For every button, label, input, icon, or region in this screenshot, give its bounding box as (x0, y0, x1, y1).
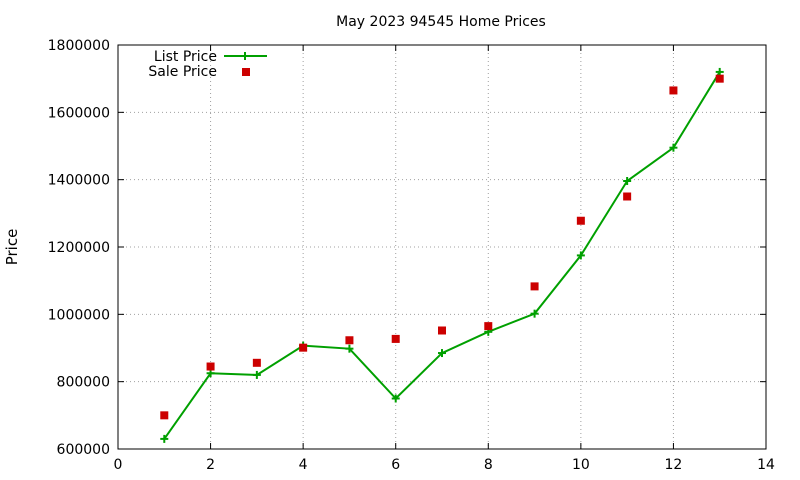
sale-price-point (160, 411, 169, 420)
sale-price-point (484, 322, 493, 331)
list-price-point (391, 394, 400, 403)
list-price-point (438, 349, 446, 358)
x-tick-label: 6 (391, 457, 400, 473)
sale-price-point (530, 282, 539, 291)
sale-price-point (391, 334, 400, 343)
x-tick-label: 14 (757, 457, 775, 473)
sale-price-point (623, 192, 632, 201)
list-price-point (715, 67, 724, 76)
sale-price-point (252, 358, 261, 367)
x-tick-label: 12 (665, 457, 683, 473)
legend-swatch-sale-price-marker (242, 68, 250, 76)
y-tick-label: 1200000 (48, 240, 110, 256)
sale-price-point (345, 336, 354, 345)
y-tick-label: 1800000 (48, 38, 110, 54)
x-tick-label: 10 (572, 457, 590, 473)
legend-label-list-price: List Price (154, 49, 217, 65)
y-tick-label: 1400000 (48, 173, 110, 189)
y-tick-label: 1000000 (48, 307, 110, 323)
legend: List Price Sale Price (148, 49, 267, 80)
y-tick-label: 600000 (57, 442, 110, 458)
grid (118, 45, 766, 449)
series (160, 67, 724, 443)
axis-ticks (117, 44, 767, 450)
legend-cross-marker (241, 52, 249, 60)
axis-tick-labels: 0 2 4 6 8 10 12 14 600000 800000 1000000 1200000 140… (48, 38, 775, 473)
list-price-point (345, 344, 354, 353)
sale-price-point (669, 86, 678, 95)
list-price-point (252, 370, 261, 379)
sale-price-point (715, 74, 724, 83)
list-price-line (163, 71, 721, 440)
list-price-point (623, 177, 632, 186)
x-tick-label: 4 (299, 457, 308, 473)
list-price-point (576, 251, 585, 260)
x-tick-label: 0 (114, 457, 123, 473)
sale-price-point (299, 343, 308, 352)
list-price-point (160, 434, 169, 443)
y-tick-label: 1600000 (48, 105, 110, 121)
list-price-point (669, 143, 678, 152)
y-axis-title: Price (3, 229, 21, 266)
list-price-point (206, 369, 215, 378)
list-price-point (530, 309, 539, 318)
legend-swatch-list-price-marker (241, 52, 249, 60)
legend-label-sale-price: Sale Price (148, 64, 217, 80)
sale-price-point (206, 362, 215, 371)
chart-title: May 2023 94545 Home Prices (336, 14, 546, 30)
sale-price-point (576, 216, 585, 225)
x-tick-label: 8 (484, 457, 493, 473)
x-tick-label: 2 (206, 457, 215, 473)
y-tick-label: 800000 (57, 375, 110, 391)
sale-price-point (438, 326, 446, 335)
